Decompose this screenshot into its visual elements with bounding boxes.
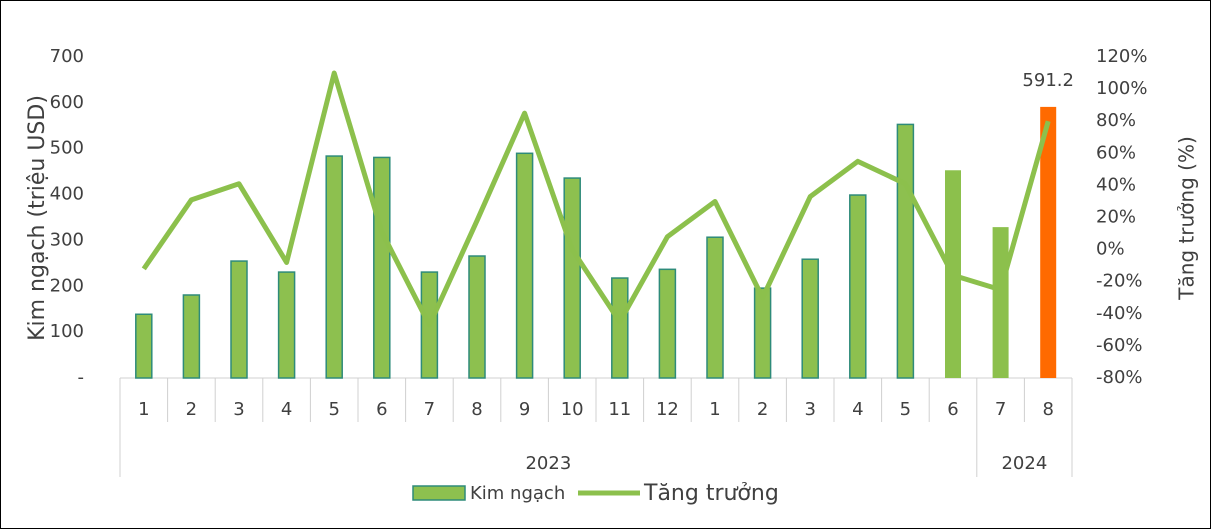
- x-tick-label: 1: [709, 399, 720, 420]
- y-tick-label: 400: [50, 184, 84, 205]
- y-tick-label: 300: [50, 229, 84, 250]
- x-tick-label: 7: [995, 399, 1006, 420]
- bar: [230, 260, 248, 379]
- x-tick-label: 7: [424, 399, 435, 420]
- bar: [992, 227, 1009, 378]
- x-tick-label: 2: [757, 399, 768, 420]
- y2-tick-label: -60%: [1096, 335, 1143, 356]
- y-tick-label: 200: [50, 275, 84, 296]
- x-tick-label: 5: [328, 399, 339, 420]
- bar: [611, 277, 629, 379]
- x-tick-label: 6: [947, 399, 958, 420]
- y-tick-label: 500: [50, 138, 84, 159]
- legend-label: Tăng trưởng: [643, 481, 779, 506]
- x-tick-label: 12: [656, 399, 679, 420]
- bar: [801, 258, 819, 379]
- x-tick-label: 2: [186, 399, 197, 420]
- bar: [563, 177, 581, 379]
- x-tick-label: 8: [1042, 399, 1053, 420]
- y2-tick-label: 40%: [1096, 174, 1136, 195]
- bar: [468, 255, 486, 379]
- bar: [325, 155, 343, 379]
- y2-tick-label: -80%: [1096, 367, 1143, 388]
- bar: [706, 236, 724, 379]
- bar: [1040, 106, 1057, 378]
- bar: [182, 294, 201, 379]
- x-tick-label: 6: [376, 399, 387, 420]
- x-tick-label: 3: [233, 399, 244, 420]
- y2-tick-label: 120%: [1096, 46, 1147, 67]
- bar: [277, 271, 296, 379]
- line: [141, 70, 1051, 328]
- y-tick-label: -: [78, 367, 85, 388]
- y2-tick-label: 100%: [1096, 78, 1147, 99]
- bar: [135, 313, 153, 379]
- x-tick-label: 5: [900, 399, 911, 420]
- y2-tick-label: 80%: [1096, 110, 1136, 131]
- x-tick-label: 4: [852, 399, 863, 420]
- x-tick-label: 3: [804, 399, 815, 420]
- bar: [515, 152, 534, 379]
- bar: [896, 123, 915, 379]
- bar: [849, 194, 867, 379]
- y2-tick-label: 20%: [1096, 207, 1136, 228]
- y-axis-title: Kim ngạch (triệu USD): [25, 95, 50, 341]
- data-label: 591.2: [1022, 70, 1074, 91]
- y-tick-label: 700: [50, 46, 84, 67]
- y-tick-label: 100: [50, 321, 84, 342]
- x-tick-label: 10: [561, 399, 584, 420]
- group-label: 2023: [525, 453, 571, 474]
- y-tick-label: 600: [50, 92, 84, 113]
- legend-label: Kim ngạch: [470, 483, 565, 504]
- x-tick-label: 4: [281, 399, 292, 420]
- bar: [753, 287, 772, 379]
- bar: [373, 156, 391, 379]
- legend-swatch: [412, 485, 466, 501]
- bar: [658, 268, 677, 379]
- y2-tick-label: 60%: [1096, 142, 1136, 163]
- x-tick-label: 11: [608, 399, 631, 420]
- x-tick-label: 9: [519, 399, 530, 420]
- group-label: 2024: [1001, 453, 1047, 474]
- y2-tick-label: -40%: [1096, 303, 1143, 324]
- x-tick-label: 8: [471, 399, 482, 420]
- y2-axis-title: Tăng trưởng (%): [1175, 136, 1199, 301]
- x-tick-label: 1: [138, 399, 149, 420]
- y2-tick-label: -20%: [1096, 271, 1143, 292]
- y2-tick-label: 0%: [1096, 239, 1125, 260]
